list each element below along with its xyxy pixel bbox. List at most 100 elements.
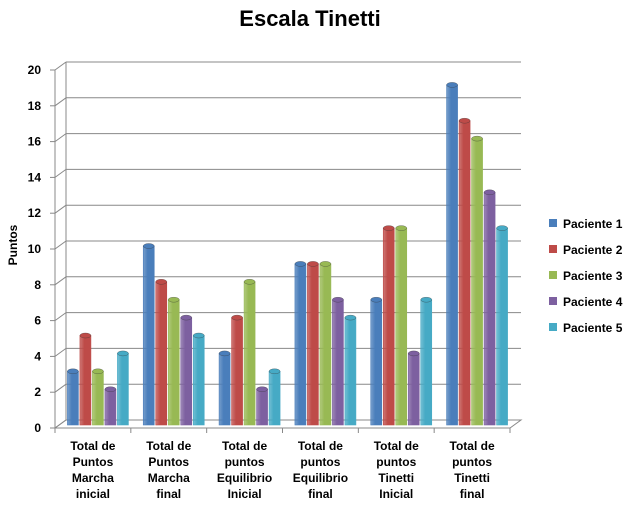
bar: [155, 281, 168, 426]
bar-top: [104, 386, 117, 392]
bar-top: [332, 297, 344, 303]
y-tick-label: 4: [34, 349, 41, 363]
legend-swatch: [549, 271, 557, 279]
bar-top: [294, 261, 307, 267]
y-tick-label: 14: [28, 170, 42, 184]
y-tick-label: 0: [34, 421, 41, 435]
x-tick-label: Total de Puntos Marcha final: [146, 439, 191, 501]
grid-line: [54, 97, 67, 107]
bar: [231, 317, 243, 426]
bar-top: [408, 350, 420, 357]
x-tick-label: Total de puntos Tinetti final: [450, 439, 495, 501]
bar: [496, 227, 508, 426]
bar-top: [243, 279, 256, 285]
y-tick-label: 6: [34, 314, 41, 328]
x-tick-label: Total de puntos Equilibrio final: [293, 439, 348, 501]
bar: [370, 299, 383, 426]
bar: [142, 245, 155, 426]
legend-swatch: [549, 245, 557, 253]
legend-label: Paciente 1: [563, 217, 623, 231]
bar: [407, 353, 420, 426]
y-tick-label: 20: [28, 63, 42, 77]
bar-top: [155, 279, 167, 285]
bar: [483, 192, 496, 426]
legend-label: Paciente 5: [563, 321, 623, 335]
grid-line: [54, 347, 67, 357]
legend-label: Paciente 2: [563, 243, 623, 257]
grid-line: [54, 312, 67, 322]
bar: [117, 353, 129, 426]
grid-line: [54, 383, 67, 393]
bar: [256, 388, 268, 426]
bar: [104, 388, 117, 426]
grid-line: [54, 419, 67, 429]
x-tick-label: Total de puntos Tinetti Inicial: [374, 439, 419, 501]
grid-line: [54, 168, 67, 178]
y-tick-label: 2: [34, 385, 41, 399]
legend-label: Paciente 3: [563, 269, 623, 283]
bar: [79, 335, 92, 426]
bar-top: [319, 261, 332, 267]
grid-line: [54, 61, 67, 71]
bar-top: [370, 297, 382, 303]
legend-swatch: [549, 219, 557, 227]
bar-top: [483, 189, 496, 195]
bar: [307, 263, 319, 426]
bar-top: [180, 314, 192, 321]
bar: [382, 227, 395, 426]
x-tick-label: Total de puntos Equilibrio Inicial: [217, 439, 272, 501]
bar: [92, 370, 104, 426]
bar-top: [67, 368, 79, 374]
bar-top: [79, 332, 92, 339]
grid-line: [54, 133, 67, 143]
bar-top: [471, 135, 483, 142]
bar-top: [446, 82, 458, 88]
x-tick-label: Total de Puntos Marcha inicial: [70, 439, 115, 501]
bar-top: [307, 261, 319, 267]
grid-line: [54, 276, 67, 286]
y-tick-label: 12: [28, 206, 42, 220]
grid-line: [54, 240, 67, 250]
y-tick-label: 10: [28, 242, 42, 256]
legend-label: Paciente 4: [563, 295, 623, 309]
bar-top: [231, 314, 243, 321]
bar-top: [117, 350, 129, 357]
bar-top: [168, 297, 180, 303]
bar: [243, 281, 256, 426]
bar-top: [193, 332, 205, 339]
bar: [218, 353, 231, 426]
bar-top: [92, 368, 104, 374]
bar-top: [344, 314, 357, 321]
grid-line: [54, 204, 67, 214]
y-axis-label: Puntos: [6, 224, 20, 265]
bar-top: [395, 225, 407, 231]
bar: [446, 84, 458, 426]
bar-top: [383, 225, 395, 231]
bar: [180, 317, 193, 426]
bar: [294, 263, 307, 426]
y-tick-label: 8: [34, 278, 41, 292]
bar: [458, 120, 471, 426]
chart-title: Escala Tinetti: [239, 6, 380, 31]
bar: [471, 138, 483, 426]
bar: [192, 335, 205, 426]
bar: [67, 370, 79, 426]
bar: [319, 263, 332, 426]
y-tick-label: 18: [28, 99, 42, 113]
bar: [420, 299, 433, 426]
bar: [268, 370, 281, 426]
y-tick-label: 16: [28, 135, 42, 149]
bar-top: [496, 225, 508, 231]
legend-swatch: [549, 323, 557, 331]
bar-top: [458, 118, 471, 124]
bar: [332, 299, 344, 426]
bar: [395, 227, 408, 426]
bar: [344, 317, 357, 426]
bar-top: [420, 297, 432, 303]
legend-swatch: [549, 297, 557, 305]
bar-top: [218, 350, 231, 357]
bar-top: [268, 368, 281, 374]
bar-top: [143, 243, 155, 249]
bar: [167, 299, 180, 426]
